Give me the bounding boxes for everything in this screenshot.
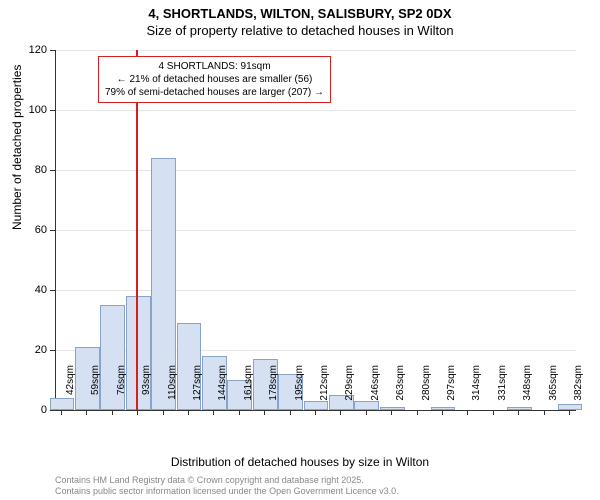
plot-frame: 4 SHORTLANDS: 91sqm ← 21% of detached ho… bbox=[55, 50, 576, 411]
x-axis-label: Distribution of detached houses by size … bbox=[0, 455, 600, 469]
copyright-line1: Contains HM Land Registry data © Crown c… bbox=[55, 475, 399, 486]
ytick-mark bbox=[50, 170, 55, 171]
xtick-mark bbox=[315, 410, 316, 415]
xtick-label: 212sqm bbox=[319, 365, 330, 415]
xtick-label: 280sqm bbox=[421, 365, 432, 415]
ytick-label: 20 bbox=[17, 344, 47, 356]
ytick-mark bbox=[50, 350, 55, 351]
xtick-mark bbox=[493, 410, 494, 415]
annotation-line1: 4 SHORTLANDS: 91sqm bbox=[105, 60, 324, 73]
xtick-mark bbox=[518, 410, 519, 415]
gridline bbox=[56, 290, 576, 291]
ytick-label: 40 bbox=[17, 284, 47, 296]
xtick-mark bbox=[442, 410, 443, 415]
annotation-line2: ← 21% of detached houses are smaller (56… bbox=[105, 73, 324, 86]
xtick-mark bbox=[569, 410, 570, 415]
xtick-label: 161sqm bbox=[243, 365, 254, 415]
xtick-label: 195sqm bbox=[294, 365, 305, 415]
xtick-mark bbox=[163, 410, 164, 415]
xtick-label: 246sqm bbox=[370, 365, 381, 415]
chart-container: 4, SHORTLANDS, WILTON, SALISBURY, SP2 0D… bbox=[0, 0, 600, 500]
xtick-label: 314sqm bbox=[471, 365, 482, 415]
reference-vline bbox=[136, 50, 138, 410]
y-axis-label: Number of detached properties bbox=[10, 65, 24, 230]
xtick-label: 348sqm bbox=[522, 365, 533, 415]
xtick-label: 127sqm bbox=[192, 365, 203, 415]
ytick-label: 100 bbox=[17, 104, 47, 116]
plot-area: 4 SHORTLANDS: 91sqm ← 21% of detached ho… bbox=[55, 50, 575, 410]
ytick-label: 120 bbox=[17, 44, 47, 56]
xtick-mark bbox=[544, 410, 545, 415]
xtick-label: 229sqm bbox=[344, 365, 355, 415]
ytick-label: 80 bbox=[17, 164, 47, 176]
xtick-mark bbox=[290, 410, 291, 415]
xtick-label: 263sqm bbox=[395, 365, 406, 415]
xtick-label: 178sqm bbox=[268, 365, 279, 415]
xtick-mark bbox=[340, 410, 341, 415]
gridline bbox=[56, 110, 576, 111]
ytick-mark bbox=[50, 230, 55, 231]
chart-title-line1: 4, SHORTLANDS, WILTON, SALISBURY, SP2 0D… bbox=[0, 0, 600, 21]
annotation-line3: 79% of semi-detached houses are larger (… bbox=[105, 86, 324, 99]
ytick-label: 0 bbox=[17, 404, 47, 416]
xtick-mark bbox=[391, 410, 392, 415]
xtick-mark bbox=[239, 410, 240, 415]
ytick-mark bbox=[50, 290, 55, 291]
xtick-label: 110sqm bbox=[167, 365, 178, 415]
annotation-box: 4 SHORTLANDS: 91sqm ← 21% of detached ho… bbox=[98, 56, 331, 103]
copyright-line2: Contains public sector information licen… bbox=[55, 486, 399, 497]
gridline bbox=[56, 50, 576, 51]
xtick-mark bbox=[137, 410, 138, 415]
xtick-mark bbox=[188, 410, 189, 415]
xtick-mark bbox=[264, 410, 265, 415]
xtick-label: 382sqm bbox=[573, 365, 584, 415]
xtick-mark bbox=[86, 410, 87, 415]
xtick-label: 331sqm bbox=[497, 365, 508, 415]
xtick-label: 365sqm bbox=[548, 365, 559, 415]
xtick-mark bbox=[112, 410, 113, 415]
ytick-mark bbox=[50, 410, 55, 411]
xtick-mark bbox=[366, 410, 367, 415]
copyright-text: Contains HM Land Registry data © Crown c… bbox=[55, 475, 399, 497]
gridline bbox=[56, 230, 576, 231]
xtick-mark bbox=[417, 410, 418, 415]
xtick-label: 76sqm bbox=[116, 365, 127, 415]
xtick-label: 297sqm bbox=[446, 365, 457, 415]
xtick-mark bbox=[467, 410, 468, 415]
xtick-label: 59sqm bbox=[90, 365, 101, 415]
ytick-label: 60 bbox=[17, 224, 47, 236]
xtick-label: 144sqm bbox=[217, 365, 228, 415]
xtick-mark bbox=[213, 410, 214, 415]
xtick-label: 42sqm bbox=[65, 365, 76, 415]
xtick-mark bbox=[61, 410, 62, 415]
chart-title-line2: Size of property relative to detached ho… bbox=[0, 21, 600, 38]
xtick-label: 93sqm bbox=[141, 365, 152, 415]
ytick-mark bbox=[50, 110, 55, 111]
gridline bbox=[56, 170, 576, 171]
ytick-mark bbox=[50, 50, 55, 51]
